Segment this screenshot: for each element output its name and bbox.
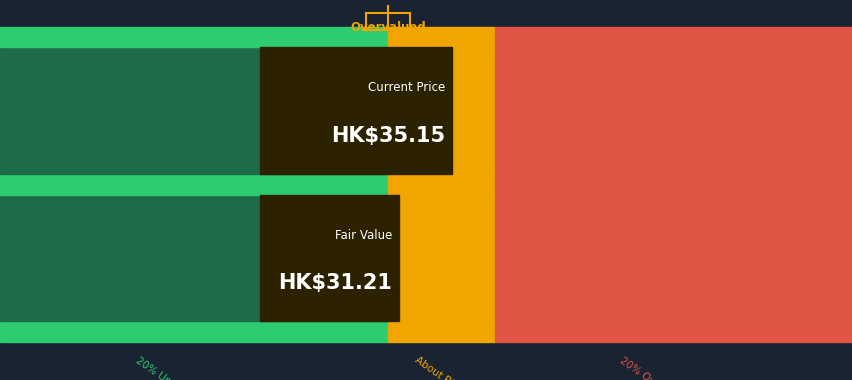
Bar: [494, 321, 852, 342]
Bar: [388, 27, 494, 48]
Text: 20% Overvalued: 20% Overvalued: [617, 355, 694, 380]
Bar: [494, 48, 852, 174]
Bar: [0, 174, 388, 195]
Text: 20% Undervalued: 20% Undervalued: [134, 355, 216, 380]
Bar: [260, 195, 399, 321]
Bar: [494, 174, 852, 195]
Bar: [0, 48, 388, 174]
Bar: [260, 48, 452, 174]
Bar: [388, 195, 494, 321]
Bar: [494, 27, 852, 48]
Bar: [388, 174, 494, 195]
Bar: [388, 321, 494, 342]
Text: Current Price: Current Price: [367, 81, 445, 95]
Text: Overvalued: Overvalued: [350, 21, 425, 34]
Text: -12.6%: -12.6%: [350, 0, 425, 4]
Bar: [0, 321, 388, 342]
Bar: [366, 13, 410, 30]
Text: HK$35.15: HK$35.15: [331, 126, 445, 146]
Bar: [0, 195, 388, 321]
Text: About Right: About Right: [413, 355, 469, 380]
Bar: [0, 27, 388, 48]
Bar: [388, 48, 494, 174]
Bar: [494, 195, 852, 321]
Text: Fair Value: Fair Value: [334, 229, 392, 242]
Text: HK$31.21: HK$31.21: [278, 273, 392, 293]
